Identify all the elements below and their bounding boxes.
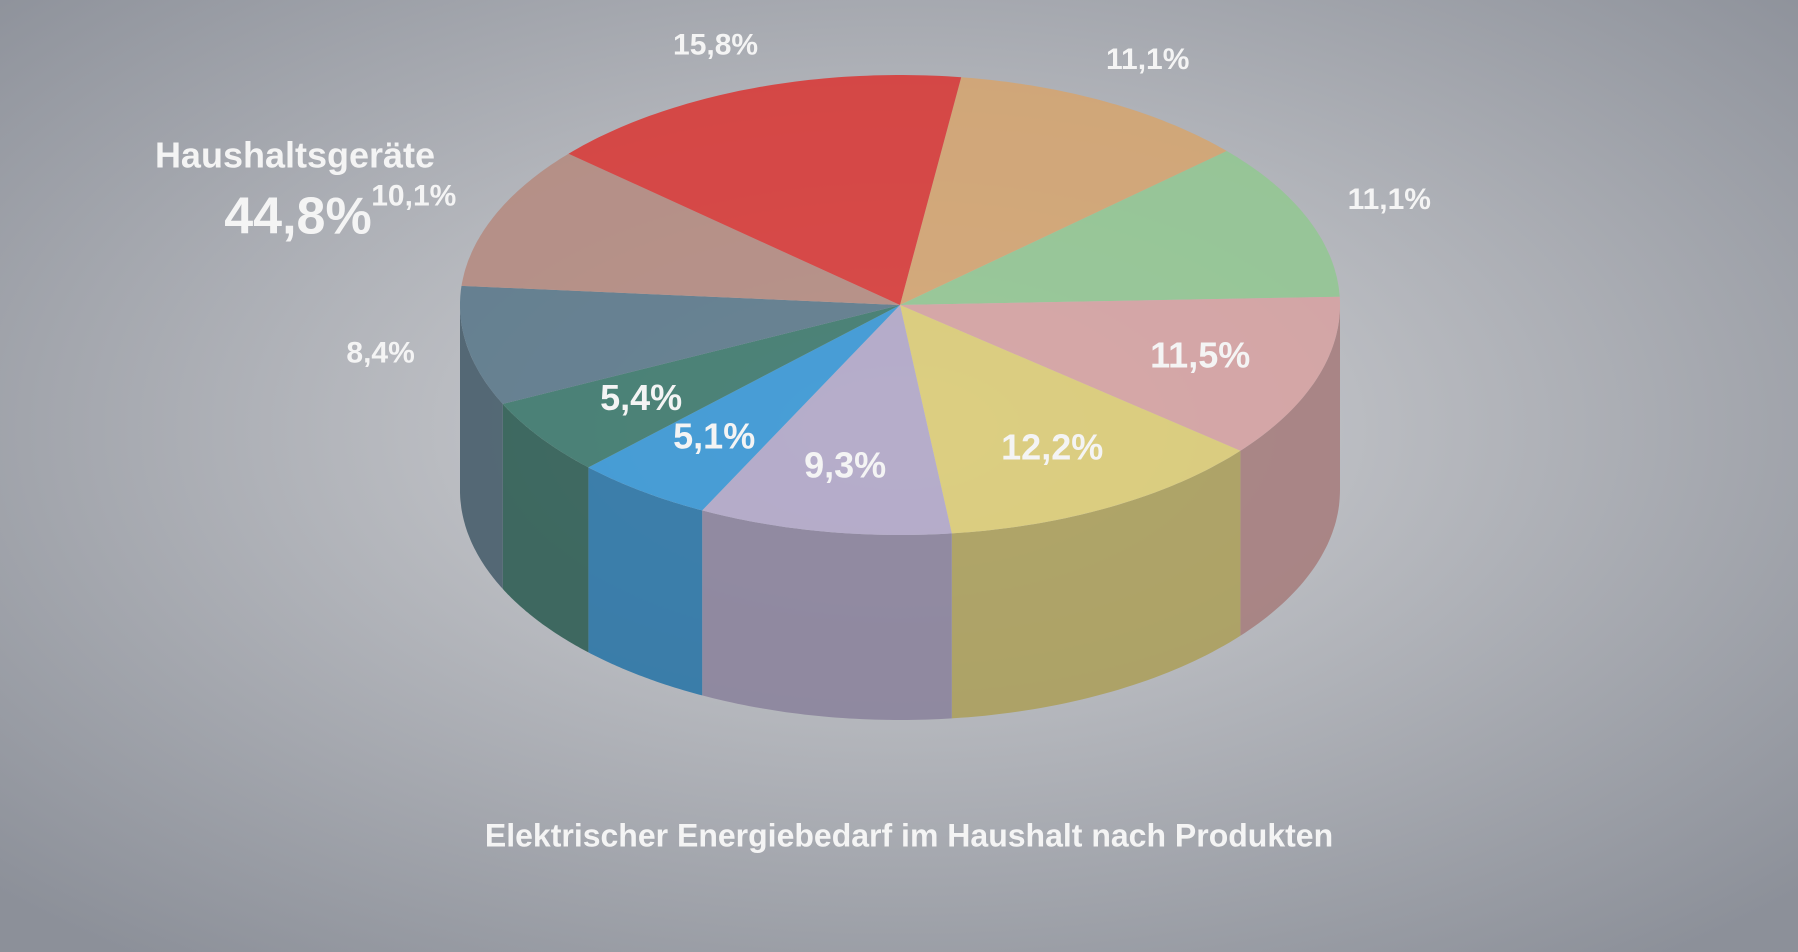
- annotation-label: Haushaltsgeräte: [155, 135, 435, 176]
- value-label: 15,8%: [673, 28, 758, 61]
- chart: 11,1% 11,1% 11,5% 12,2% 9,3% 5,1%5,4% 8,4% 10,1…: [0, 0, 1798, 952]
- pie-wall: [702, 510, 952, 720]
- value-label: 12,2%: [1001, 427, 1103, 468]
- value-label: 11,1%: [1348, 183, 1431, 216]
- value-label: 5,1%: [673, 416, 755, 457]
- value-label: 5,4%: [600, 377, 682, 418]
- value-label: 10,1%: [371, 179, 456, 212]
- value-label: 9,3%: [804, 445, 886, 486]
- pie-tops: [460, 75, 1340, 535]
- annotation-value: 44,8%: [224, 188, 371, 246]
- value-label: 11,5%: [1150, 334, 1250, 375]
- chart-title: Elektrischer Energiebedarf im Haushalt n…: [485, 817, 1333, 853]
- value-label: 8,4%: [346, 337, 414, 370]
- value-label: 11,1%: [1106, 43, 1189, 76]
